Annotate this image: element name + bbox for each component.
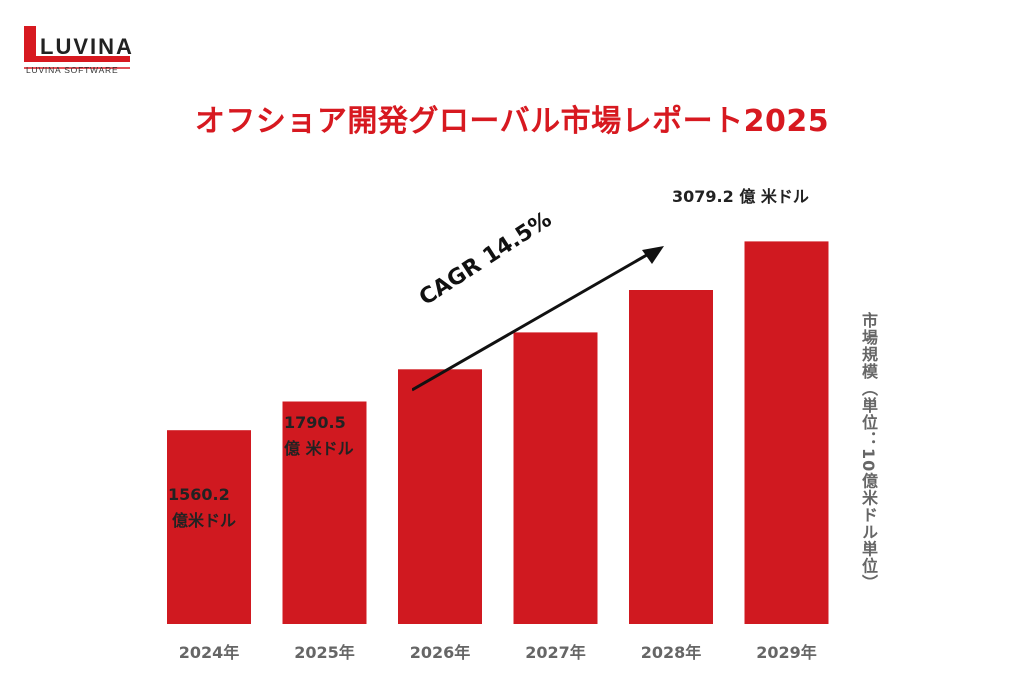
- data-label-value: 3079.2: [672, 187, 734, 206]
- y-axis-label: 市場規模（単位：10億米ドル単位）: [856, 312, 880, 591]
- data-label-unit: 億 米ドル: [284, 436, 354, 462]
- x-tick-label: 2025年: [294, 643, 355, 662]
- bar-2029年: [745, 241, 829, 624]
- x-tick-label: 2027年: [525, 643, 586, 662]
- x-tick-label: 2029年: [756, 643, 817, 662]
- data-label-unit: 億 米ドル: [739, 187, 809, 206]
- x-tick-label: 2028年: [641, 643, 702, 662]
- data-label-unit: 億米ドル: [168, 508, 236, 534]
- data-label-value: 1790.5: [284, 410, 354, 436]
- bar-2026年: [398, 369, 482, 624]
- x-tick-label: 2024年: [179, 643, 240, 662]
- data-label-2024: 1560.2 億米ドル: [168, 482, 236, 534]
- data-label-value: 1560.2: [168, 482, 236, 508]
- data-label-2025: 1790.5 億 米ドル: [284, 410, 354, 462]
- x-tick-label: 2026年: [410, 643, 471, 662]
- data-label-2029: 3079.2 億 米ドル: [672, 184, 809, 210]
